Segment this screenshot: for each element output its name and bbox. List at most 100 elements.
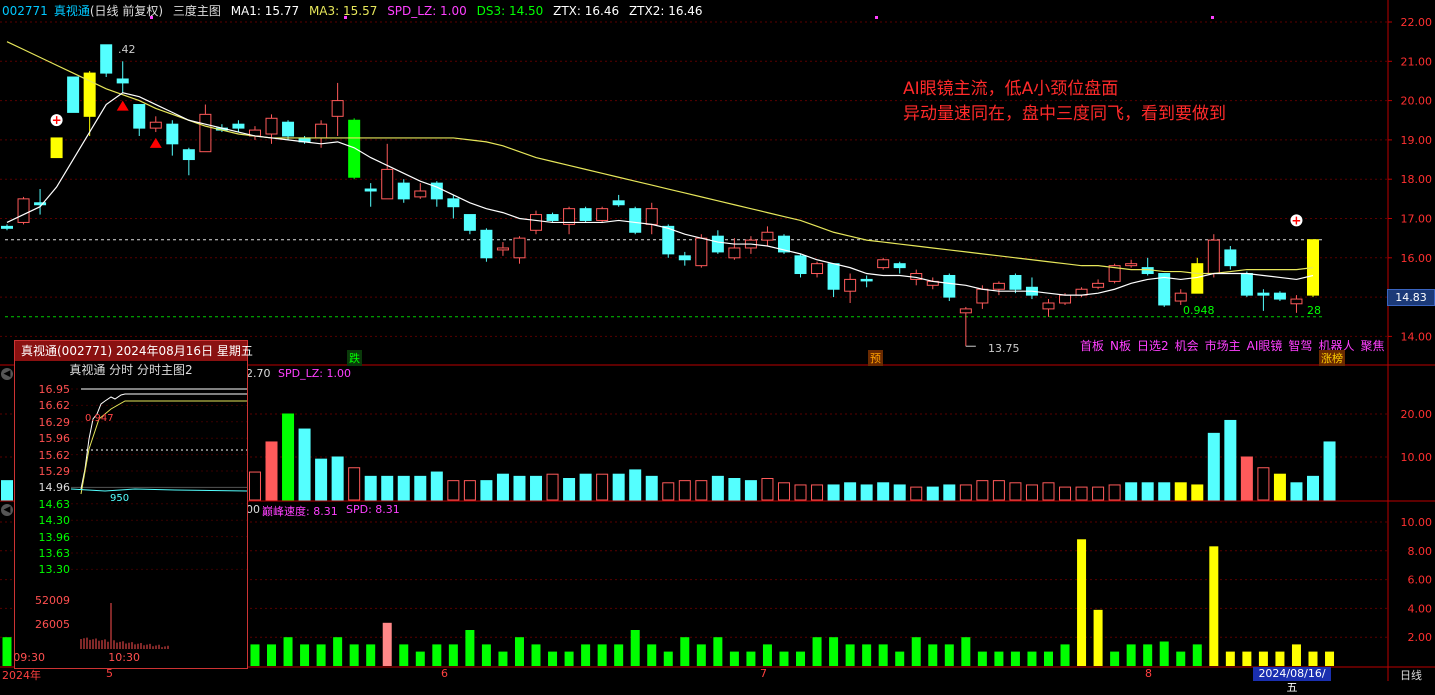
candle-body xyxy=(232,123,245,129)
candle-body xyxy=(381,168,394,200)
volume-bar xyxy=(348,467,361,501)
spd-bar xyxy=(1291,644,1301,666)
mini-avg-line xyxy=(80,400,247,495)
candle-body xyxy=(563,208,576,225)
spd-bar xyxy=(283,637,293,666)
spd-bar xyxy=(696,644,706,666)
spd-bar xyxy=(1093,609,1103,666)
buy-signal-icon: + xyxy=(52,113,62,127)
candle-body xyxy=(1,225,13,229)
limit-up-marker: 涨榜 xyxy=(1319,350,1345,366)
volume-bar xyxy=(414,475,427,501)
candle-body xyxy=(513,237,526,259)
spd-bar xyxy=(531,644,541,666)
tag-item[interactable]: 智驾 xyxy=(1288,339,1313,353)
spd-bar xyxy=(1010,651,1020,666)
candle-body xyxy=(414,190,427,198)
spd-bar xyxy=(746,651,756,666)
marker-dot xyxy=(150,16,153,19)
collapse-toggle-icon[interactable]: ◀ xyxy=(1,368,13,380)
tag-item[interactable]: N板 xyxy=(1110,339,1131,353)
spd-bar xyxy=(267,644,277,666)
buy-signal-icon xyxy=(50,114,63,127)
current-price-box: 14.83 xyxy=(1387,289,1435,306)
volume-bar xyxy=(1092,486,1105,501)
candle-body xyxy=(827,263,840,290)
volume-bar xyxy=(248,471,261,501)
candle-body xyxy=(844,278,857,292)
candle-body xyxy=(50,137,63,159)
volume-bar xyxy=(992,480,1005,501)
candle-body xyxy=(1158,273,1171,306)
tag-item[interactable]: 首板 xyxy=(1080,339,1105,353)
stock-code[interactable]: 002771 xyxy=(2,4,48,18)
candle-body xyxy=(331,100,344,117)
volume-bar xyxy=(926,486,939,501)
volume-bar xyxy=(265,441,278,501)
spd-bar xyxy=(812,637,822,666)
mini-price-level: 16.29 xyxy=(38,415,71,429)
volume-bar xyxy=(629,469,642,501)
spd-bar xyxy=(250,644,260,666)
indicator-name[interactable]: 三度主图 xyxy=(172,4,221,18)
candle-body xyxy=(1174,292,1187,302)
tag-item[interactable]: 聚焦 xyxy=(1360,339,1385,353)
spd-bar xyxy=(349,644,359,666)
volume-bar xyxy=(1257,467,1270,501)
spd-bar xyxy=(333,637,343,666)
x-label-jun: 6 xyxy=(441,667,448,680)
spd-bar xyxy=(1143,644,1153,666)
stock-name[interactable]: 真视通 xyxy=(53,4,90,18)
candle-body xyxy=(860,278,873,282)
volume-bar xyxy=(612,473,625,501)
timeframe-label[interactable]: 日线 xyxy=(1400,669,1422,682)
spd-tick-label: 4.00 xyxy=(1408,602,1433,615)
volume-bar xyxy=(761,478,774,501)
sub2-spd: SPD: 8.31 xyxy=(346,503,400,516)
spd-bar xyxy=(1027,651,1037,666)
volume-bar xyxy=(364,475,377,501)
volume-bar xyxy=(1125,482,1138,501)
candle-body xyxy=(811,263,824,275)
volume-bar xyxy=(1307,475,1319,501)
candle-body xyxy=(364,188,377,192)
candle-body xyxy=(447,198,460,208)
sell-signal-icon xyxy=(116,100,129,111)
intraday-popup[interactable]: 真视通(002771) 2024年08月16日 星期五 真视通 分时 分时主图2… xyxy=(13,340,253,669)
candle-body xyxy=(1290,298,1303,305)
spd-bar xyxy=(1077,539,1087,666)
tag-item[interactable]: 日选2 xyxy=(1137,339,1169,353)
tag-item[interactable]: 市场主 xyxy=(1204,339,1241,353)
collapse-toggle-icon[interactable]: ◀ xyxy=(1,504,13,516)
tag-item[interactable]: 机会 xyxy=(1174,339,1199,353)
value-948-label: 0.948 xyxy=(1183,304,1215,317)
volume-bar xyxy=(860,484,873,501)
candle-body xyxy=(1207,239,1220,275)
volume-bar xyxy=(959,484,972,501)
spd-bar xyxy=(1242,651,1252,666)
candle-body xyxy=(1042,302,1055,310)
spd-bar xyxy=(1308,651,1318,666)
spd-tick-label: 6.00 xyxy=(1408,574,1433,587)
volume-bar xyxy=(1009,482,1022,501)
mini-price-level: 16.95 xyxy=(38,383,71,396)
sub2-name: 巅峰速度: 8.31 xyxy=(262,505,338,518)
tag-item[interactable]: AI眼镜 xyxy=(1246,339,1283,353)
mini-time-label: 10:30 xyxy=(108,651,140,664)
mini-price-level: 15.62 xyxy=(38,448,71,462)
price-tick-label: 20.00 xyxy=(1401,95,1433,108)
candle-body xyxy=(397,182,410,200)
volume-bar xyxy=(1191,484,1204,501)
tag-item[interactable]: 机器人 xyxy=(1318,339,1355,353)
candle-body xyxy=(430,182,443,200)
spd-bar xyxy=(1192,644,1202,666)
spd-bar xyxy=(1110,651,1120,666)
candle-body xyxy=(728,247,741,259)
spd-bar xyxy=(779,651,789,666)
volume-bar xyxy=(695,480,708,501)
volume-bar xyxy=(298,428,311,501)
ma3-line xyxy=(6,41,1314,275)
annotation-text: AI眼镜主流，低A小颈位盘面 异动量速同在，盘中三度同飞，看到要做到 xyxy=(903,77,1226,127)
chart-header: 002771 真视通(日线 前复权) 三度主图 MA1: 15.77 MA3: 1… xyxy=(2,2,709,19)
spd-bar xyxy=(448,644,458,666)
